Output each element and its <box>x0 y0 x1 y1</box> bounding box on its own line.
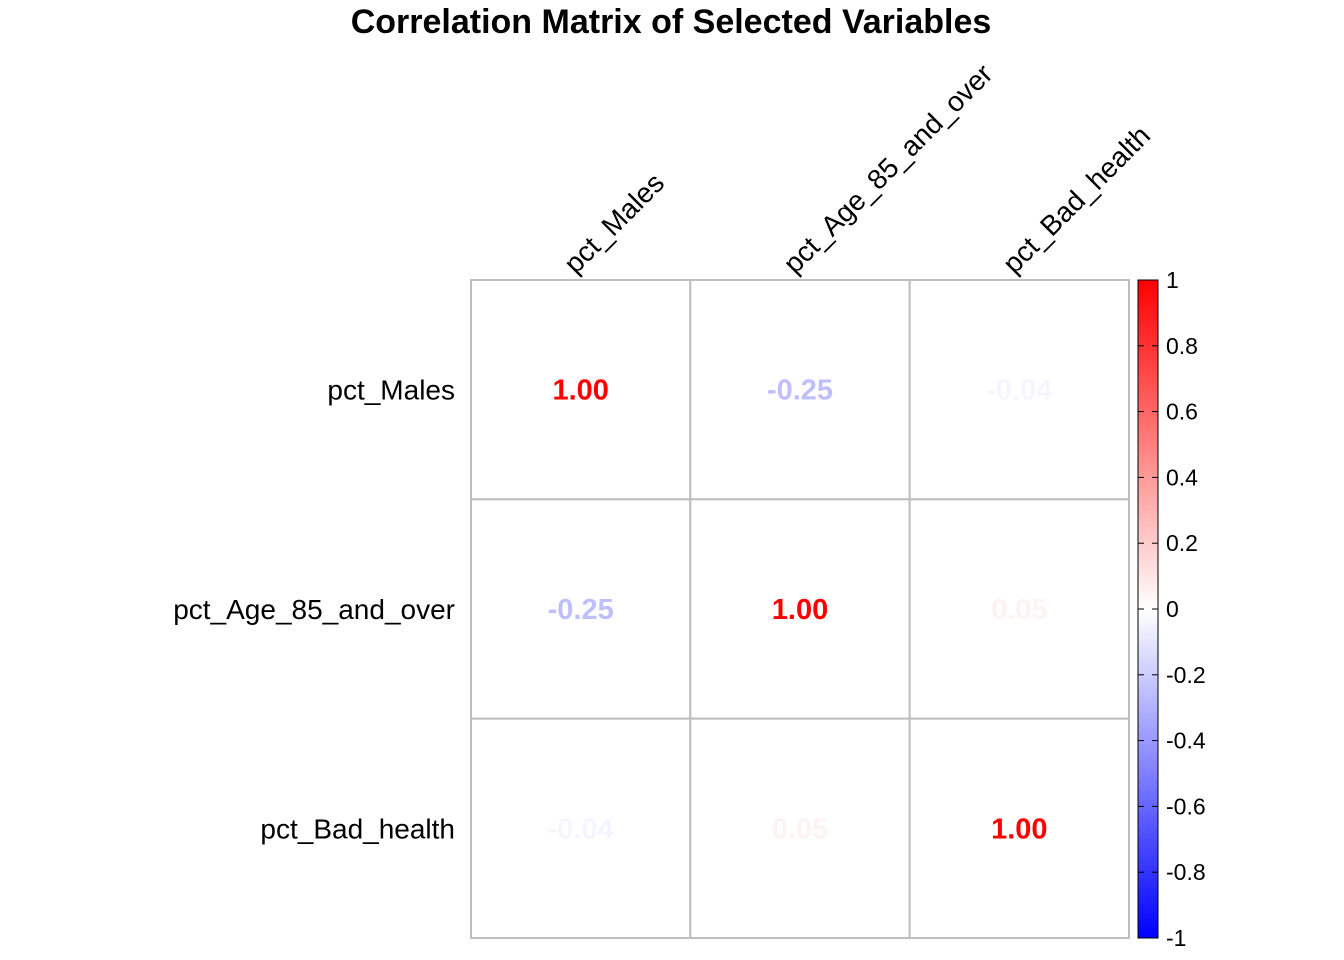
cell-value-label: 0.05 <box>991 594 1047 626</box>
column-label: pct_Bad_health <box>997 120 1157 280</box>
legend-tick-label: -1 <box>1166 925 1186 951</box>
column-label: pct_Males <box>558 167 670 279</box>
legend-tick-label: -0.8 <box>1166 859 1206 885</box>
legend-tick-label: 0 <box>1166 596 1179 622</box>
cell-values: 1.00 -0.25 -0.04 -0.25 1.00 0.05 -0.04 0.05 1.00 <box>548 375 1053 846</box>
cell-value-label: -0.25 <box>767 375 833 407</box>
cell-value-label: 1.00 <box>772 594 828 626</box>
matrix-cell <box>908 717 1131 940</box>
cell-value-label: -0.25 <box>548 594 614 626</box>
matrix-cell <box>689 279 911 501</box>
legend-border <box>1137 279 1159 939</box>
column-label: pct_Age_85_and_over <box>777 58 998 279</box>
matrix-grid <box>470 279 1131 940</box>
matrix-cell <box>689 498 911 720</box>
legend-tick-label: 0.8 <box>1166 333 1198 359</box>
column-labels: pct_Males pct_Age_85_and_overpct_Bad_heal… <box>558 58 1156 279</box>
cell-value-label: -0.04 <box>548 813 614 845</box>
matrix-cell <box>470 498 692 720</box>
cell-value-label: -0.04 <box>986 375 1052 407</box>
matrix-cell <box>470 279 692 501</box>
legend-color-bar <box>1138 280 1158 938</box>
cell-value-label: 1.00 <box>991 813 1047 845</box>
cell-value-label: 1.00 <box>552 375 608 407</box>
legend-tick-label: -0.4 <box>1166 728 1206 754</box>
color-legend: 1 0.8 0.6 0.4 0.2 0 -0.2 -0.4 -0.6 -0.8 -1 <box>1137 267 1206 951</box>
chart-title: Correlation Matrix of Selected Variables <box>351 3 992 41</box>
matrix-cell <box>470 717 692 940</box>
legend-tick-label: -0.6 <box>1166 793 1206 819</box>
row-label: pct_Bad_health <box>260 813 455 844</box>
row-label: pct_Males <box>327 375 455 406</box>
cell-value-label: 0.05 <box>772 813 828 845</box>
legend-tick-label: 0.4 <box>1166 464 1198 490</box>
legend-tick-label: 1 <box>1166 267 1179 293</box>
legend-tick-label: 0.6 <box>1166 399 1198 425</box>
matrix-cell <box>908 279 1131 501</box>
matrix-cell <box>908 498 1131 720</box>
legend-tick-label: -0.2 <box>1166 662 1206 688</box>
row-labels: pct_Males pct_Age_85_and_over pct_Bad_heal… <box>173 375 455 845</box>
row-label: pct_Age_85_and_over <box>173 594 455 625</box>
legend-tick-label: 0.2 <box>1166 530 1198 556</box>
matrix-cell <box>689 717 911 940</box>
